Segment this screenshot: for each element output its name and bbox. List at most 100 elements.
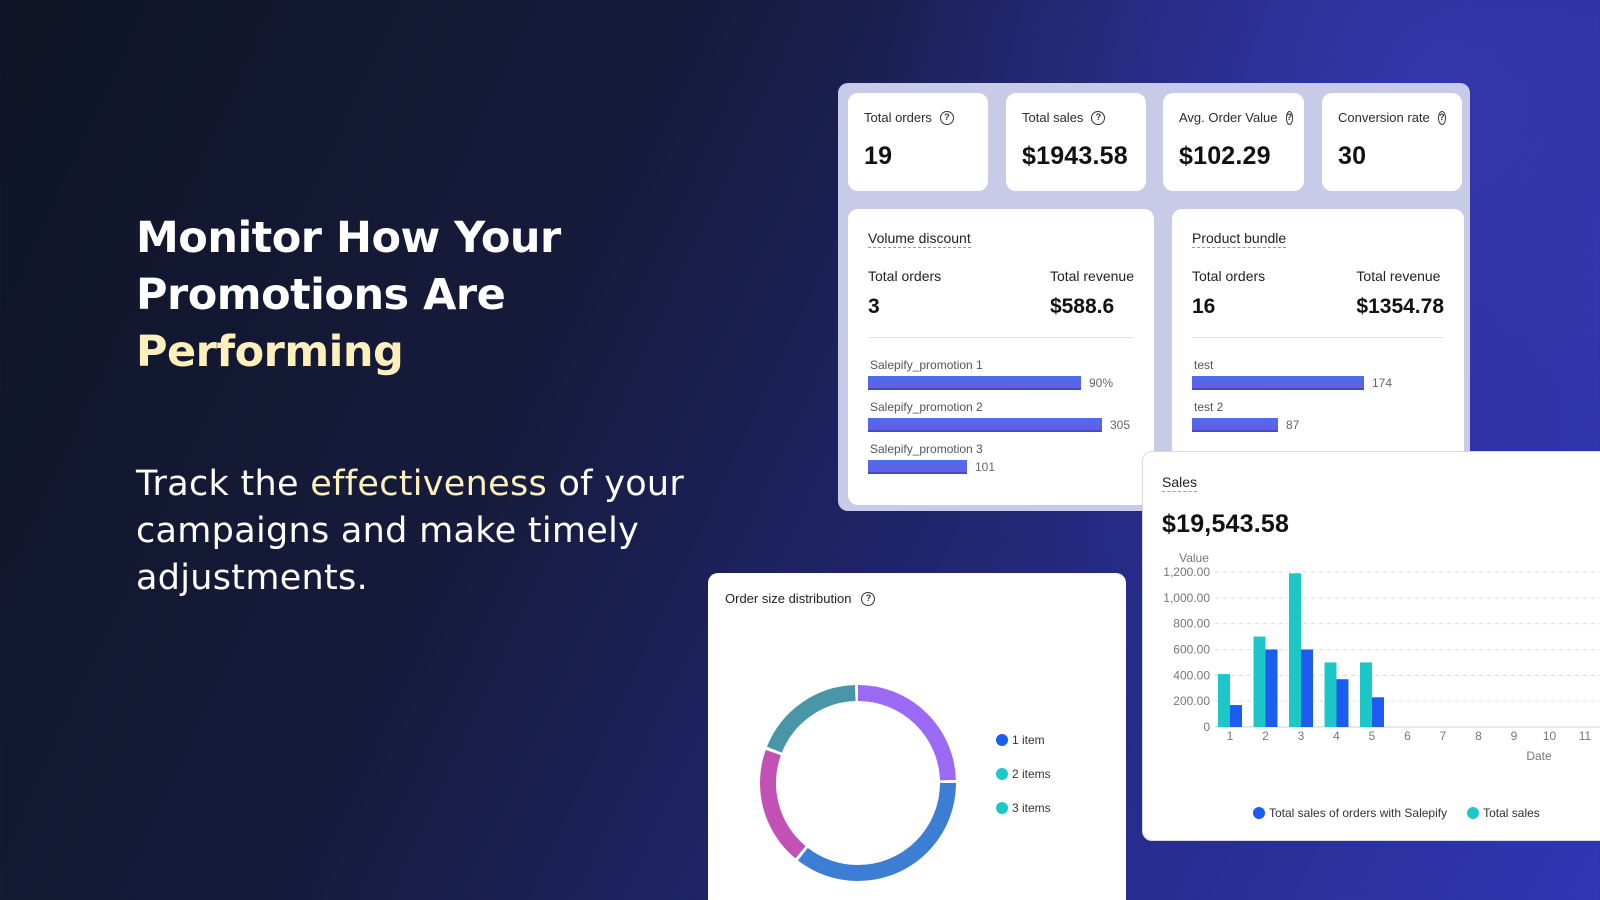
row-value: 101	[975, 460, 996, 474]
row-value: 87	[1286, 418, 1300, 432]
kpi-conversion-rate: Conversion rate? 30	[1322, 93, 1462, 191]
x-tick-label: 1	[1227, 729, 1234, 743]
help-icon[interactable]: ?	[939, 110, 954, 125]
row-name: test 2	[1194, 400, 1224, 414]
row-value: 174	[1372, 376, 1393, 390]
bar[interactable]	[1289, 573, 1301, 727]
kpi-value: $102.29	[1179, 142, 1271, 170]
divider	[1192, 337, 1444, 338]
list-item: test 174	[1192, 358, 1444, 390]
x-tick-label: 10	[1543, 729, 1557, 743]
donut-segment[interactable]	[760, 685, 956, 881]
bar[interactable]	[1253, 636, 1266, 727]
kpi-value: 19	[864, 142, 893, 170]
hero-heading-highlight: Performing	[136, 327, 404, 377]
volume-discount-title[interactable]: Volume discount	[868, 230, 971, 248]
stat-label: Total orders	[1192, 268, 1266, 284]
y-tick-label: 1,200.00	[1163, 565, 1210, 579]
stat-value: $588.6	[1049, 295, 1115, 318]
legend-item[interactable]: 3 items	[996, 801, 1051, 815]
sales-bar-chart: Value 0 200.00 400.00 600.00 800.00 1,000.00 1,…	[1163, 552, 1600, 763]
donut-segment[interactable]	[760, 685, 956, 881]
kpi-avg-order-value: Avg. Order Value? $102.29	[1163, 93, 1304, 191]
row-bar	[868, 460, 967, 474]
legend-dot	[1253, 807, 1265, 819]
row-bar	[1192, 418, 1278, 432]
stat-label: Total revenue	[1356, 268, 1441, 284]
sales-legend: Total sales of orders with Salepify Total…	[1253, 806, 1540, 820]
x-tick-label: 3	[1298, 729, 1305, 743]
hero-heading-line1: Monitor How Your	[136, 213, 561, 263]
order-size-card: Order size distribution? 1 item 2 items 3 …	[708, 573, 1126, 900]
x-tick-label: 7	[1440, 729, 1447, 743]
row-name: test	[1194, 358, 1214, 372]
list-item: Salepify_promotion 2 305	[868, 400, 1134, 432]
bar[interactable]	[1360, 662, 1372, 727]
kpi-label: Conversion rate	[1338, 110, 1430, 125]
legend-item[interactable]: 1 item	[996, 733, 1051, 747]
bar[interactable]	[1301, 649, 1313, 728]
divider	[868, 337, 1134, 338]
row-bar	[868, 418, 1102, 432]
bar[interactable]	[1230, 705, 1242, 727]
bar[interactable]	[1324, 662, 1337, 727]
hero-heading-line2: Promotions Are	[136, 270, 506, 320]
legend-label: 2 items	[1012, 767, 1051, 781]
help-icon[interactable]: ?	[1285, 110, 1294, 125]
hero-section: Monitor How Your Promotions Are Performi…	[136, 210, 696, 602]
bundle-list: test 174 test 2 87	[1192, 358, 1444, 432]
sales-total: $19,543.58	[1162, 510, 1290, 538]
sales-card: Sales $19,543.58 Value 0 200.00 400.00 600.0…	[1142, 451, 1600, 841]
row-value: 90%	[1089, 376, 1114, 390]
legend-item[interactable]: Total sales	[1467, 806, 1540, 820]
stat-label: Total revenue	[1049, 268, 1134, 284]
donut-segment[interactable]	[760, 685, 956, 881]
kpi-value: 30	[1338, 142, 1367, 170]
x-axis-label: Date	[1526, 749, 1552, 763]
bar[interactable]	[1372, 697, 1384, 727]
row-value: 305	[1110, 418, 1131, 432]
kpi-total-sales: Total sales? $1943.58	[1006, 93, 1146, 191]
list-item: Salepify_promotion 1 90%	[868, 358, 1134, 390]
legend-item[interactable]: Total sales of orders with Salepify	[1253, 806, 1447, 820]
kpi-label: Avg. Order Value	[1179, 110, 1278, 125]
hero-subheading: Track the effectiveness of your campaign…	[136, 461, 696, 602]
bar[interactable]	[1336, 679, 1349, 727]
dashboard-panel: Total orders? 19 Total sales? $1943.58 A…	[838, 83, 1470, 511]
legend-dot	[996, 802, 1008, 814]
legend-label: 3 items	[1012, 801, 1051, 815]
order-size-title: Order size distribution	[725, 591, 852, 606]
kpi-total-orders: Total orders? 19	[848, 93, 988, 191]
row-name: Salepify_promotion 1	[870, 358, 983, 372]
x-tick-label: 8	[1475, 729, 1482, 743]
hero-sub-after: of your campaigns and make timely adjust…	[136, 464, 685, 598]
sales-title[interactable]: Sales	[1162, 474, 1198, 492]
help-icon[interactable]: ?	[1437, 110, 1446, 125]
help-icon[interactable]: ?	[1091, 110, 1106, 125]
list-item: test 2 87	[1192, 400, 1444, 432]
help-icon[interactable]: ?	[861, 591, 876, 606]
bar[interactable]	[1265, 649, 1278, 728]
volume-discount-card: Volume discount Total orders 3 Total rev…	[848, 209, 1154, 505]
y-tick-label: 600.00	[1173, 643, 1210, 657]
y-tick-label: 800.00	[1173, 617, 1210, 631]
y-tick-label: 200.00	[1173, 694, 1210, 708]
legend-item[interactable]: 2 items	[996, 767, 1051, 781]
stat-value: 3	[868, 295, 880, 318]
legend-dot	[1467, 807, 1480, 819]
bar[interactable]	[1218, 674, 1230, 727]
legend-label: 1 item	[1012, 733, 1045, 747]
promotion-list: Salepify_promotion 1 90% Salepify_promotio…	[868, 358, 1134, 474]
hero-sub-highlight: effectiveness	[310, 464, 548, 504]
legend-label: Total sales of orders with Salepify	[1269, 806, 1448, 820]
stat-value: 16	[1192, 295, 1216, 318]
y-tick-label: 0	[1203, 720, 1210, 734]
product-bundle-title[interactable]: Product bundle	[1192, 230, 1287, 248]
row-name: Salepify_promotion 3	[870, 442, 983, 456]
order-size-legend: 1 item 2 items 3 items	[996, 733, 1051, 835]
x-tick-label: 5	[1369, 729, 1376, 743]
y-axis-label: Value	[1179, 552, 1209, 565]
legend-label: Total sales	[1483, 806, 1540, 820]
y-tick-label: 1,000.00	[1163, 591, 1210, 605]
x-tick-label: 11	[1579, 729, 1592, 743]
